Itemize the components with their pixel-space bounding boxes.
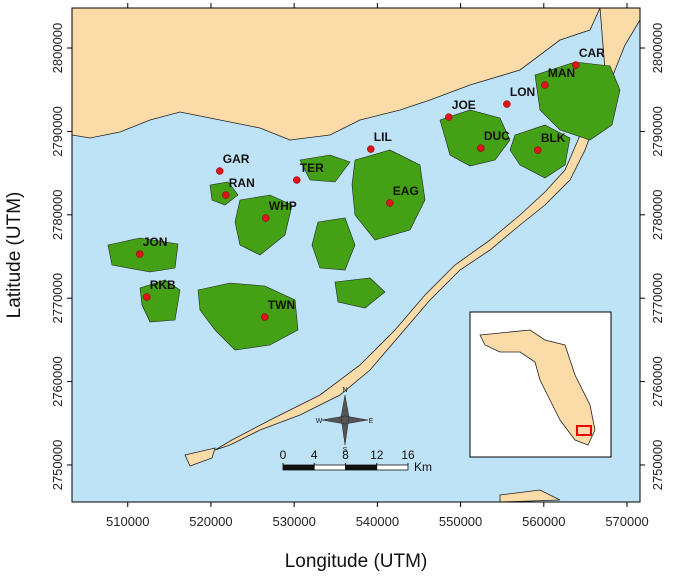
site-marker — [503, 100, 511, 108]
site-label: BLK — [541, 131, 566, 145]
x-tick-label: 510000 — [106, 514, 149, 529]
site-label: DUC — [484, 129, 510, 143]
site-label: TER — [300, 161, 324, 175]
site-marker — [445, 113, 453, 121]
scale-unit: Km — [414, 460, 432, 474]
mainland — [72, 8, 601, 141]
y-tick-label-right: 2750000 — [650, 440, 665, 491]
site-marker — [135, 250, 144, 258]
seagrass-basins — [107, 61, 621, 351]
scale-segment — [345, 464, 378, 471]
site-label: CAR — [579, 46, 605, 60]
scale-label: 12 — [370, 448, 384, 462]
y-tick-label-right: 2800000 — [650, 23, 665, 74]
site-label: RAN — [229, 176, 255, 190]
scale-segment — [282, 464, 315, 471]
scale-label: 0 — [280, 448, 287, 462]
scale-label: 8 — [342, 448, 349, 462]
y-tick-label: 2800000 — [50, 23, 65, 74]
florida — [479, 329, 596, 446]
x-axis-title: Longitude (UTM) — [285, 551, 428, 572]
scale-segment — [376, 464, 409, 471]
site-marker — [572, 61, 580, 69]
islands — [184, 447, 561, 502]
site-label: EAG — [393, 184, 419, 198]
study-area-box — [576, 425, 592, 436]
site-label: MAN — [548, 66, 575, 80]
site-label: WHP — [269, 199, 297, 213]
y-tick-label-right: 2780000 — [650, 189, 665, 240]
y-tick-label: 2790000 — [50, 106, 65, 157]
site-marker — [293, 176, 301, 184]
inset-map — [469, 311, 612, 458]
site-marker — [216, 167, 224, 175]
y-tick-label-right: 2770000 — [650, 273, 665, 324]
site-marker — [222, 191, 230, 199]
x-tick-label: 530000 — [272, 514, 315, 529]
x-tick-label: 560000 — [522, 514, 565, 529]
compass — [321, 394, 369, 446]
compass-letter: E — [369, 418, 374, 425]
site-marker — [261, 313, 269, 321]
site-label: RKB — [150, 278, 176, 292]
site-label: TWN — [268, 298, 295, 312]
site-label: JOE — [452, 98, 476, 112]
compass-letter: S — [343, 447, 348, 454]
y-tick-label: 2780000 — [50, 189, 65, 240]
site-label: GAR — [223, 152, 250, 166]
site-marker — [142, 293, 151, 301]
site-label: LIL — [374, 130, 392, 144]
scale-label: 16 — [401, 448, 415, 462]
site-label: JON — [143, 235, 168, 249]
y-tick-label: 2750000 — [50, 440, 65, 491]
scale-label: 4 — [311, 448, 318, 462]
site-marker — [386, 199, 394, 207]
compass-letter: W — [316, 418, 323, 425]
y-tick-label-right: 2790000 — [650, 106, 665, 157]
site-marker — [541, 81, 549, 89]
x-tick-label: 520000 — [189, 514, 232, 529]
y-axis-title: Latitude (UTM) — [4, 192, 25, 319]
compass-letter: N — [342, 387, 347, 394]
x-tick-label: 570000 — [605, 514, 648, 529]
y-tick-label: 2760000 — [50, 356, 65, 407]
site-label: LON — [510, 85, 535, 99]
y-tick-label-right: 2760000 — [650, 356, 665, 407]
plot-frame — [71, 7, 641, 503]
site-marker — [262, 214, 270, 222]
site-marker — [534, 146, 542, 154]
y-tick-label: 2770000 — [50, 273, 65, 324]
x-tick-label: 540000 — [356, 514, 399, 529]
site-marker — [477, 144, 485, 152]
scale-segment — [313, 464, 346, 471]
x-tick-label: 550000 — [439, 514, 482, 529]
site-marker — [367, 145, 375, 153]
